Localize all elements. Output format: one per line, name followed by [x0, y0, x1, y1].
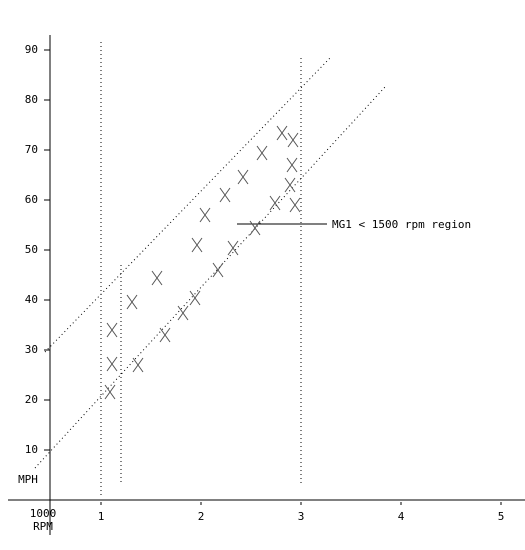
x-tick-label: 3	[298, 510, 305, 523]
y-tick-label: 60	[25, 193, 38, 206]
y-tick-label: 70	[25, 143, 38, 156]
x-marker	[106, 356, 118, 372]
x-marker	[189, 290, 201, 306]
y-tick-label: 10	[25, 443, 38, 456]
x-marker	[191, 237, 203, 253]
x-marker	[276, 125, 288, 141]
y-tick-label: 40	[25, 293, 38, 306]
y-tick-label: 20	[25, 393, 38, 406]
x-marker	[269, 195, 281, 211]
x-marker	[219, 187, 231, 203]
x-marker	[199, 207, 211, 223]
x-marker	[212, 262, 224, 278]
y-tick-label: 50	[25, 243, 38, 256]
y-axis-label: MPH	[18, 473, 38, 486]
annotation: MG1 < 1500 rpm region	[332, 218, 471, 231]
x-tick-label: 1	[98, 510, 105, 523]
reference-line	[34, 86, 386, 469]
x-marker	[287, 132, 299, 148]
x-marker	[249, 220, 261, 236]
x-axis-label: 1000	[30, 507, 57, 520]
x-marker	[227, 240, 239, 256]
x-marker	[177, 305, 189, 321]
x-marker	[286, 157, 298, 173]
x-marker	[132, 357, 144, 373]
y-tick-label: 30	[25, 343, 38, 356]
reference-line	[44, 57, 331, 353]
y-tick-label: 80	[25, 93, 38, 106]
y-tick-label: 90	[25, 43, 38, 56]
x-tick-label: 5	[498, 510, 505, 523]
x-marker	[151, 270, 163, 286]
x-marker	[256, 145, 268, 161]
x-marker	[104, 384, 116, 400]
x-tick-label: 2	[198, 510, 205, 523]
x-marker	[159, 327, 171, 343]
x-tick-label: 4	[398, 510, 405, 523]
x-marker	[106, 322, 118, 338]
x-marker	[289, 197, 301, 213]
x-marker	[126, 294, 138, 310]
x-marker	[284, 177, 296, 193]
x-marker	[237, 169, 249, 185]
x-axis-label: RPM	[33, 520, 53, 533]
